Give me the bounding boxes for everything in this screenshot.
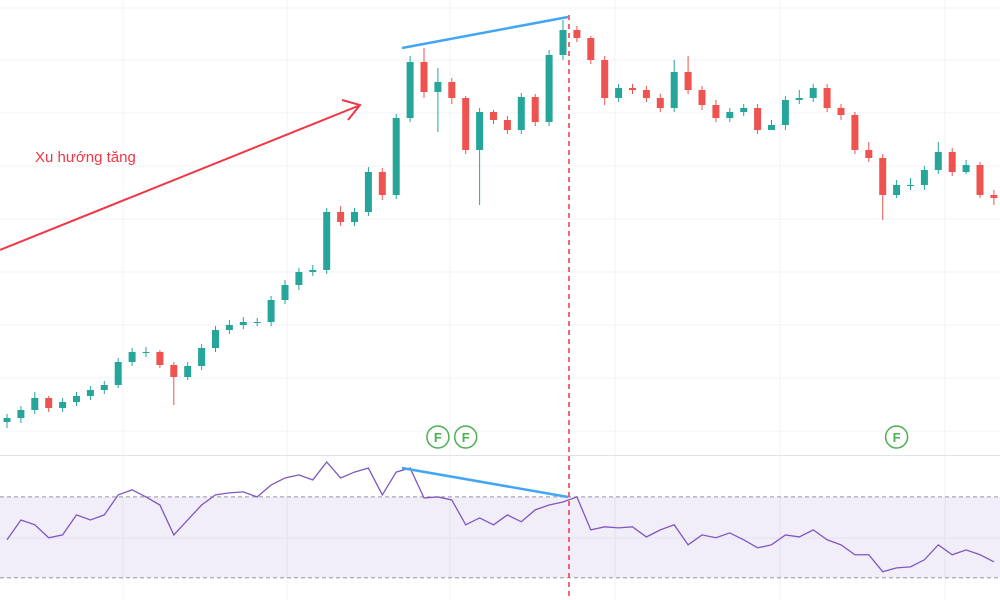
candle-body — [267, 300, 275, 322]
candle-body — [781, 100, 789, 125]
candle-body — [754, 108, 762, 130]
candle-body — [893, 185, 901, 195]
candle-body — [587, 38, 595, 60]
event-label: F — [434, 430, 442, 445]
candle-body — [420, 62, 428, 92]
candle-body — [517, 97, 525, 130]
candle-body — [114, 362, 122, 385]
candle-body — [239, 322, 247, 325]
candle-body — [212, 330, 219, 348]
candle-body — [462, 98, 470, 150]
candle-body — [225, 325, 233, 330]
candle-body — [156, 352, 164, 365]
candle-body — [17, 410, 25, 418]
candle-body — [448, 82, 456, 98]
candle-body — [31, 398, 39, 410]
candle-body — [615, 88, 623, 98]
candle-body — [364, 172, 372, 212]
candle-body — [253, 322, 261, 323]
candle-body — [531, 97, 539, 122]
candle-body — [3, 418, 11, 422]
candle-body — [698, 90, 706, 105]
candle-body — [573, 30, 581, 38]
candle-body — [59, 402, 67, 408]
candle-body — [378, 172, 386, 195]
candle-body — [740, 108, 748, 112]
candle-body — [726, 112, 734, 118]
candle-body — [309, 270, 317, 272]
candle-body — [976, 165, 984, 195]
candle-body — [45, 398, 53, 408]
candle-body — [768, 125, 775, 130]
candle-body — [879, 158, 887, 195]
arrow-head — [341, 99, 362, 121]
candle-body — [712, 105, 720, 118]
event-marker — [426, 425, 450, 449]
candle-body — [865, 150, 873, 158]
candle-body — [795, 98, 803, 100]
candle-body — [337, 212, 345, 222]
event-label: F — [893, 430, 901, 445]
candle-body — [629, 88, 636, 90]
candle-body — [351, 212, 358, 222]
rsi-band — [0, 496, 1000, 578]
candle-body — [545, 55, 553, 122]
candle-body — [823, 88, 831, 108]
candle-body — [601, 60, 609, 98]
divergence-rsi — [401, 466, 569, 499]
candle-body — [142, 352, 150, 353]
candle-body — [198, 348, 206, 366]
candle-body — [73, 396, 80, 402]
candle-body — [128, 352, 136, 362]
candle-body — [934, 152, 942, 170]
candle-body — [920, 170, 928, 185]
candles — [3, 20, 998, 428]
candle-body — [323, 212, 331, 270]
divergence-price — [401, 15, 569, 50]
event-label: F — [462, 430, 470, 445]
candle-body — [281, 285, 289, 300]
event-marker — [884, 425, 909, 449]
candle-body — [490, 112, 497, 120]
candle-body — [837, 108, 845, 115]
candle-body — [434, 82, 442, 92]
candle-body — [100, 385, 108, 390]
candle-body — [503, 120, 511, 130]
candle-body — [948, 152, 956, 172]
candle-body — [907, 185, 914, 186]
candle-body — [670, 72, 678, 108]
candle-body — [392, 118, 400, 195]
candle-body — [642, 90, 650, 98]
candle-body — [990, 195, 998, 198]
candle-body — [656, 98, 664, 108]
candle-body — [559, 30, 567, 55]
rsi-line — [6, 460, 995, 573]
candle-body — [170, 365, 178, 377]
candle-body — [809, 88, 817, 98]
candle-body — [962, 165, 970, 172]
candle-body — [86, 390, 94, 396]
candle-body — [184, 366, 192, 377]
candle-body — [851, 115, 859, 150]
trend-arrow — [0, 105, 359, 251]
trend-label: Xu hướng tăng — [35, 149, 136, 166]
candle-body — [295, 272, 303, 285]
candle-body — [406, 62, 414, 118]
event-marker — [453, 425, 478, 449]
rsi-panel — [0, 460, 1000, 579]
candle-body — [476, 112, 484, 150]
candle-body — [684, 72, 692, 90]
